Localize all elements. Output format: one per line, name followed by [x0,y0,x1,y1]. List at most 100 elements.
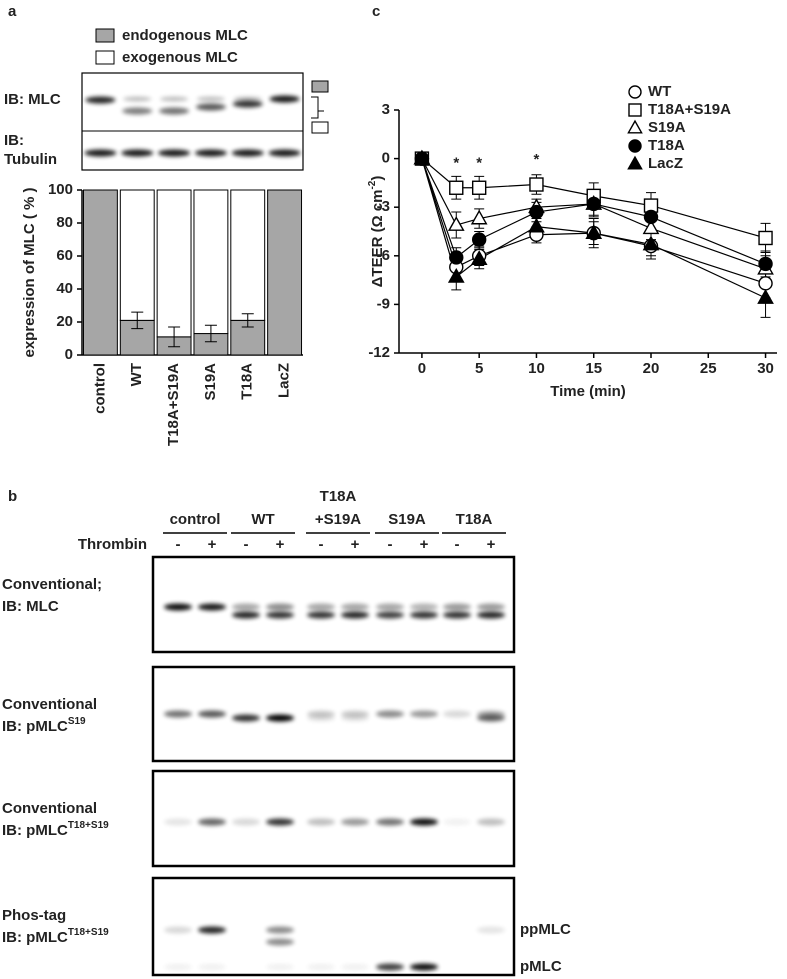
blot-label: Conventional [2,800,97,817]
blot-band [376,710,404,718]
panel-letter: c [372,3,380,20]
x-tick-label: control [91,363,108,414]
y-tick-label: 20 [56,313,73,330]
y-tick-label: 60 [56,247,73,264]
marker [471,180,487,195]
blot-label: IB: [4,132,24,149]
x-tick-label: T18A [239,363,256,400]
blot-band [164,603,192,611]
blot-band [231,149,264,157]
blot-band [84,149,117,157]
y-axis-label: ΔTEER (Ω cm-2) [367,176,386,288]
blot-band [194,149,227,157]
panel-letter: a [8,3,17,20]
annotation: * [453,154,459,171]
x-tick-label: WT [128,363,145,386]
treatment-label: Thrombin [78,536,147,553]
bar-segment [156,189,192,338]
y-tick-label: -12 [368,344,390,361]
blot-band [410,710,438,718]
y-axis-label-part: -2 [367,180,378,189]
blot-frame [151,876,516,977]
blot-band [198,710,226,718]
error-bar-line [131,311,144,330]
lane-sign: - [176,536,181,553]
blot-band [266,818,294,826]
blot-band [341,818,369,826]
legend-marker [628,85,642,99]
marker [758,256,773,272]
y-tick-label: 0 [65,346,73,363]
legend-swatch [95,28,115,43]
blot-label: Phos-tag [2,907,66,924]
blot-band [232,611,260,619]
y-tick-label: -6 [377,247,390,264]
blot-band [266,926,294,934]
blot-band [195,103,226,111]
lane-sign: + [276,536,285,553]
blot-label: IB: MLC [4,91,61,108]
bar-segment [82,189,118,356]
error-bar-line [204,324,217,343]
blot-band [307,818,335,826]
blot-band [376,603,404,611]
blot-band [268,149,301,157]
blot-label-part: IB: pMLC [2,929,68,946]
legend-marker [628,139,642,153]
legend-swatch [95,50,115,65]
group-label: WT [251,511,274,528]
legend-marker [627,155,643,170]
marker [529,204,544,220]
legend-label: LacZ [648,155,683,172]
blot-band [410,818,438,826]
marker [642,219,660,235]
blot-band [232,818,260,826]
marker [642,235,660,251]
y-tick-label: 0 [382,150,390,167]
blot-band [196,96,225,102]
blot-label: IB: pMLCT18+S19 [2,927,109,946]
group-label: S19A [388,511,426,528]
band-label: ppMLC [520,921,571,938]
legend-label: endogenous MLC [122,27,248,44]
legend-label: T18A+S19A [648,101,731,118]
blot-label-part: IB: pMLC [2,718,68,735]
y-tick-label: 80 [56,214,73,231]
error-bar [131,311,144,330]
band-key [311,121,329,134]
group-label: T18A [456,511,493,528]
blot-band [341,611,369,619]
marker [413,149,431,165]
blot-band [198,926,226,934]
blot-band [266,714,294,722]
marker [528,217,545,233]
x-tick-label: 5 [475,360,483,377]
error-bar [241,313,254,328]
lane-sign: + [420,536,429,553]
lane-sign: - [319,536,324,553]
y-axis-label-part: ) [369,176,386,181]
bar-segment [119,189,155,321]
marker [471,232,487,247]
blot-band [198,963,226,971]
band-key [311,104,319,119]
blot-band [307,714,335,722]
blot-band [164,926,192,934]
y-tick-label: -9 [377,295,390,312]
blot-band [198,603,226,611]
marker [447,216,465,231]
blot-band [232,100,263,108]
blot-band [269,95,300,103]
blot-band [410,603,438,611]
x-tick-label: 25 [700,360,717,377]
blot-band [266,603,294,611]
blot-band [122,107,153,115]
blot-band [443,818,471,826]
marker [449,180,464,195]
marker [447,267,465,283]
x-tick-label: 30 [757,360,774,377]
legend-label: WT [648,83,671,100]
blot-band [477,611,505,619]
error-bar [168,326,181,348]
blot-band [123,96,152,102]
